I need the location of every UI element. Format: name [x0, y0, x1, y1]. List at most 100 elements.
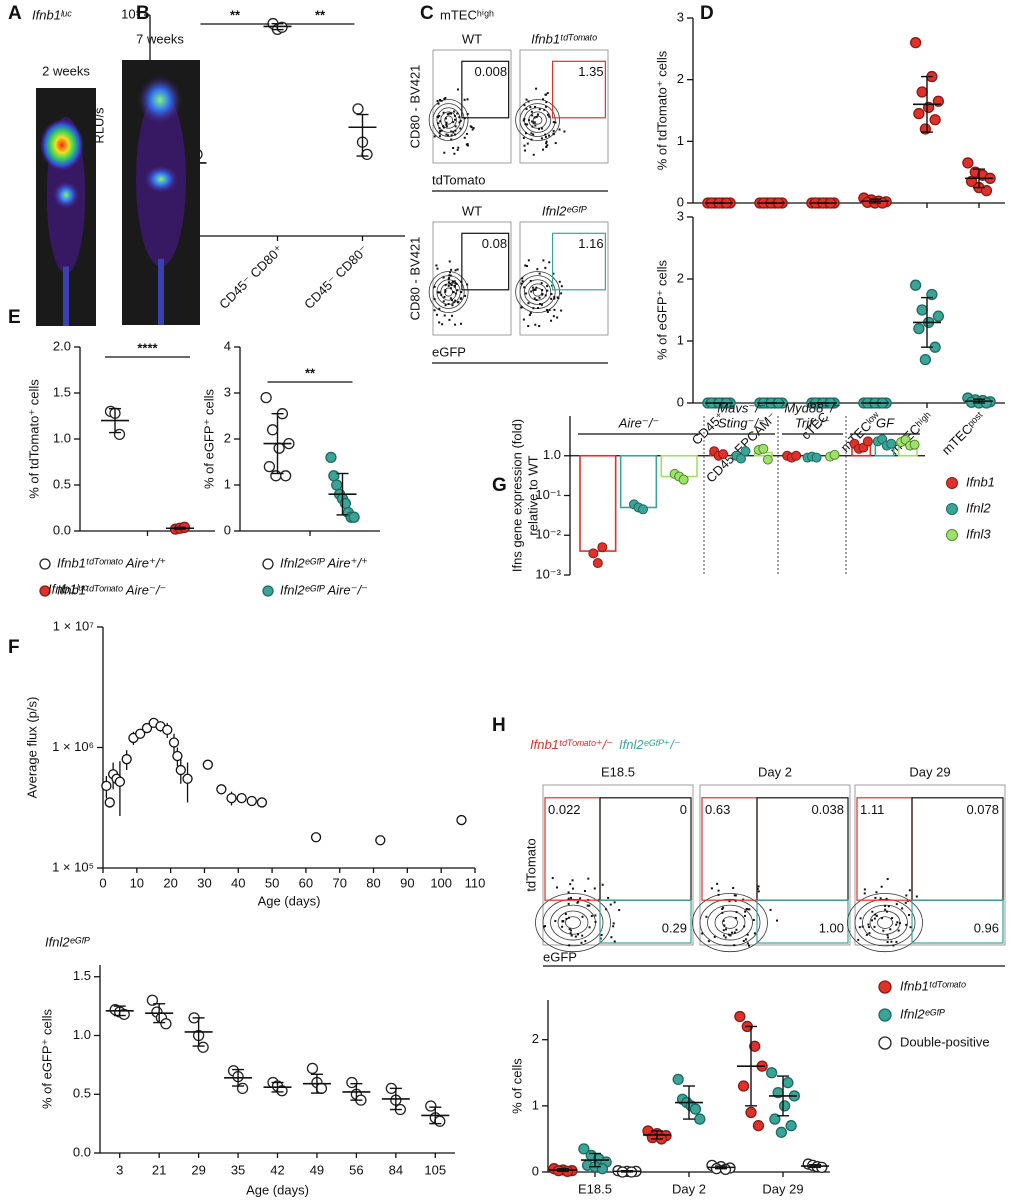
event-dot [880, 917, 883, 920]
event-dot [905, 923, 908, 926]
event-dot [584, 940, 587, 943]
event-dot [722, 906, 725, 909]
contour [699, 898, 761, 947]
legend-marker [878, 1036, 892, 1050]
data-point [909, 279, 922, 291]
event-dot [447, 281, 450, 284]
y-tick-label: 2 [677, 71, 684, 86]
event-dot [433, 285, 436, 288]
event-dot [452, 301, 455, 304]
event-dot [438, 114, 441, 117]
event-dot [464, 294, 467, 297]
contour [854, 898, 916, 947]
event-dot [574, 935, 577, 938]
event-dot [531, 114, 534, 117]
y-axis-label: % of eGFP⁺ cells [201, 388, 216, 489]
event-dot [447, 284, 450, 287]
gate-value: 0.078 [966, 802, 999, 817]
event-dot [530, 290, 533, 293]
event-dot [445, 123, 448, 126]
y-tick-label: 4 [224, 338, 231, 353]
data-point [862, 436, 873, 447]
data-point [246, 795, 257, 807]
event-dot [525, 132, 528, 135]
event-dot [450, 284, 453, 287]
data-point [202, 759, 213, 770]
data-point [182, 773, 193, 784]
panel-letter: B [136, 3, 150, 24]
event-dot [449, 271, 452, 274]
legend-label: Ifnl2ᵉᴳᶠᴾ Aire⁻/⁻ [280, 582, 368, 597]
data-point [752, 1120, 765, 1132]
event-dot [539, 302, 542, 305]
event-dot [524, 264, 527, 267]
gate-value: 1.16 [578, 236, 603, 251]
event-dot [550, 297, 553, 300]
x-tick-label: E18.5 [578, 1181, 612, 1196]
y-tick-label: 3 [677, 9, 684, 24]
data-point [782, 1077, 794, 1089]
flow-title: WT [462, 203, 482, 218]
event-dot [722, 929, 725, 932]
event-dot [895, 903, 898, 906]
chart-title: Ifnb1ˡᵘᶜ [48, 581, 88, 596]
panel-letter: E [8, 307, 21, 328]
event-dot [908, 889, 911, 892]
panel-letter: H [492, 715, 506, 736]
y-tick-label: 1.0 [543, 447, 561, 462]
group-label: Myd88⁻/⁻ [784, 400, 840, 415]
event-dot [531, 286, 534, 289]
event-dot [448, 260, 451, 263]
event-dot [724, 928, 727, 931]
event-dot [568, 944, 571, 947]
legend-label: Double-positive [900, 1034, 990, 1049]
flow-title: Ifnl2ᵉᴳᶠᴾ [542, 203, 588, 218]
gate-value: 0.038 [811, 802, 844, 817]
legend-label: Ifnb1ᵗᵈᵀᵒᵐᵃᵗᵒ Aire⁻/⁻ [57, 582, 166, 597]
event-dot [569, 883, 572, 886]
flow-plot [519, 221, 609, 336]
data-point [736, 453, 746, 464]
mouse-tail [63, 266, 69, 326]
data-point [762, 454, 773, 465]
data-point [749, 1040, 761, 1052]
y-tick-label: 1 × 10⁵ [52, 859, 94, 874]
event-dot [436, 115, 439, 118]
event-dot [885, 910, 888, 913]
contour [565, 916, 581, 929]
event-dot [443, 97, 446, 100]
event-dot [442, 125, 445, 128]
event-dot [454, 133, 457, 136]
contour [523, 279, 552, 305]
event-dot [544, 133, 547, 136]
event-dot [454, 129, 457, 132]
event-dot [454, 118, 457, 121]
significance-label: ** [305, 365, 316, 380]
data-point [745, 1106, 757, 1119]
event-dot [890, 940, 893, 943]
title-part: Ifnl2ᵉᴳᶠᴾ⁺/⁻ [619, 737, 681, 752]
event-dot [530, 110, 533, 113]
event-dot [601, 883, 604, 886]
event-dot [721, 908, 724, 911]
data-point [114, 776, 126, 787]
event-dot [553, 295, 556, 298]
x-tick-label: Day 2 [672, 1181, 706, 1196]
data-point [592, 558, 603, 569]
flow-title: Day 29 [909, 764, 950, 779]
data-point [588, 548, 599, 559]
y-axis-label: tdTomato [523, 838, 538, 891]
data-point [638, 504, 648, 515]
event-dot [534, 323, 537, 326]
event-dot [452, 291, 455, 294]
event-dot [609, 903, 612, 906]
data-point [578, 1143, 590, 1155]
event-dot [544, 266, 547, 269]
event-dot [552, 121, 555, 124]
event-dot [564, 912, 567, 915]
event-dot [538, 108, 541, 111]
y-tick-label: 2 [677, 270, 684, 285]
event-dot [540, 282, 543, 285]
event-dot [449, 274, 452, 277]
event-dot [863, 888, 866, 891]
